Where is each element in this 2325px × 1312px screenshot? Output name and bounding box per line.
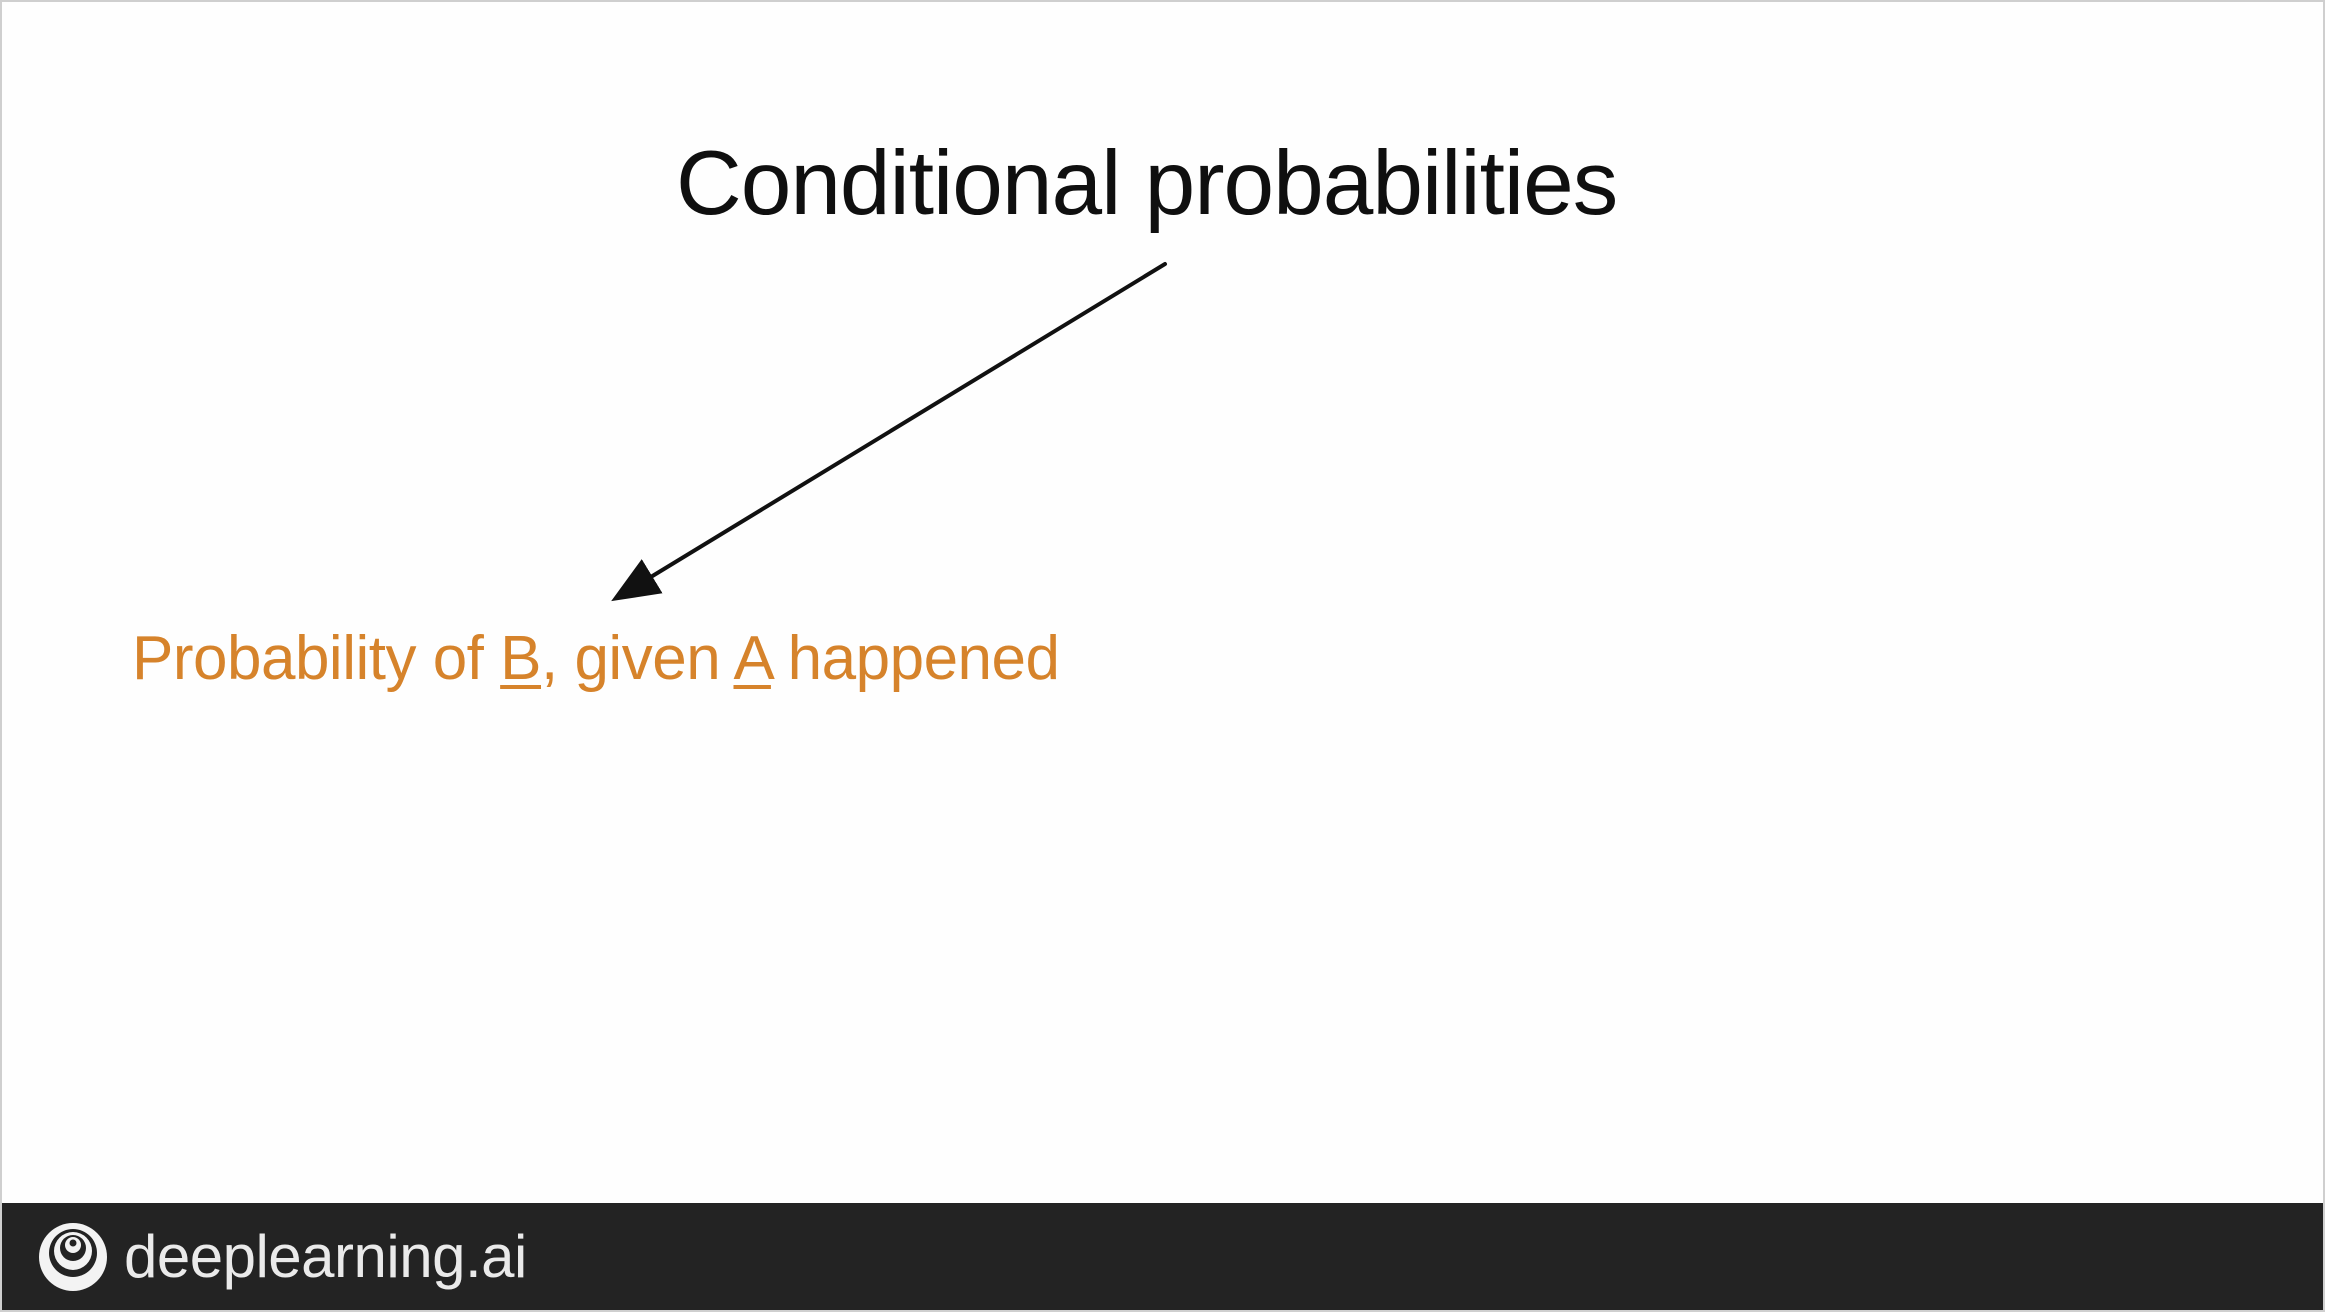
spiral-logo-icon (39, 1222, 107, 1291)
given-text: , given (541, 624, 734, 693)
conditional-probability-text: Probability of B, given A happened (132, 628, 1060, 690)
arrow-line (611, 262, 1167, 602)
happened-text: happened (770, 624, 1060, 693)
event-b-label: B (500, 624, 541, 693)
slide-title: Conditional probabilities (676, 133, 1618, 234)
brand-name: deeplearning.ai (124, 1222, 527, 1290)
event-a-label: A (733, 624, 771, 693)
footer-bar: deeplearning.ai (2, 1203, 2323, 1310)
probability-prefix-text: Probability of (132, 624, 501, 693)
